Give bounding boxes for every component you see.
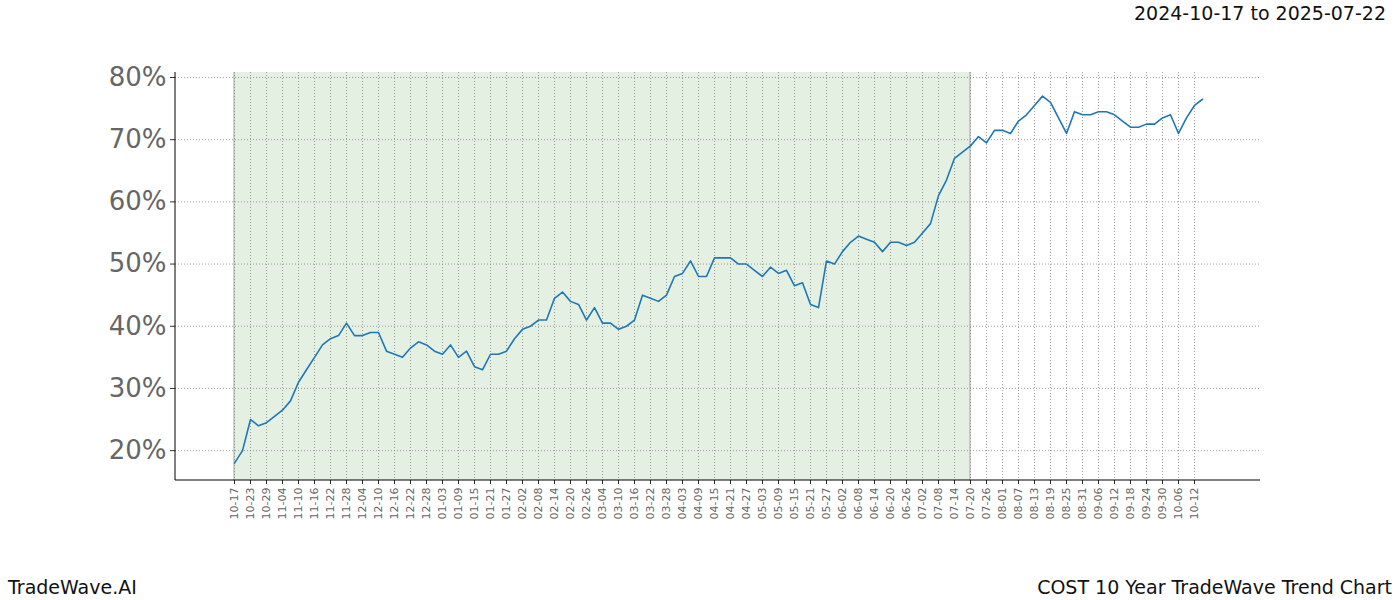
svg-text:03-28: 03-28 [660,488,673,520]
svg-text:05-09: 05-09 [772,488,785,520]
svg-text:12-16: 12-16 [388,488,401,520]
svg-text:05-27: 05-27 [820,488,833,520]
svg-text:03-04: 03-04 [596,488,609,520]
svg-text:12-22: 12-22 [404,488,417,520]
html-text:COST 10 Year TradeWave Trend C: COST 10 Year TradeWave Trend Chart [1037,576,1392,598]
svg-text:03-22: 03-22 [644,488,657,520]
svg-text:40%: 40% [109,311,167,341]
svg-text:08-31: 08-31 [1076,488,1089,520]
svg-text:01-21: 01-21 [484,488,497,520]
svg-text:06-08: 06-08 [852,488,865,520]
svg-text:11-22: 11-22 [324,488,337,520]
svg-text:01-09: 01-09 [452,488,465,520]
svg-text:10-29: 10-29 [260,488,273,520]
svg-text:01-03: 01-03 [436,488,449,520]
svg-text:11-10: 11-10 [292,488,305,520]
svg-text:80%: 80% [109,62,167,92]
svg-text:06-14: 06-14 [868,488,881,520]
svg-text:09-18: 09-18 [1124,488,1137,520]
svg-text:08-13: 08-13 [1028,488,1041,520]
svg-text:09-24: 09-24 [1140,488,1153,520]
svg-text:04-21: 04-21 [724,488,737,520]
svg-text:02-26: 02-26 [580,488,593,520]
svg-text:09-30: 09-30 [1156,488,1169,520]
svg-text:08-25: 08-25 [1060,488,1073,520]
svg-text:06-02: 06-02 [836,488,849,520]
svg-text:70%: 70% [109,124,167,154]
svg-text:07-08: 07-08 [932,488,945,520]
svg-text:20%: 20% [109,435,167,465]
svg-text:10-23: 10-23 [244,488,257,520]
svg-text:01-27: 01-27 [500,488,513,520]
svg-text:60%: 60% [109,186,167,216]
svg-text:08-01: 08-01 [996,488,1009,520]
svg-text:07-26: 07-26 [980,488,993,520]
svg-text:50%: 50% [109,248,167,278]
svg-text:07-02: 07-02 [916,488,929,520]
svg-text:08-19: 08-19 [1044,488,1057,520]
svg-text:04-03: 04-03 [676,488,689,520]
svg-text:02-14: 02-14 [548,488,561,520]
svg-text:12-04: 12-04 [356,488,369,520]
svg-text:01-15: 01-15 [468,488,481,520]
svg-text:09-12: 09-12 [1108,488,1121,520]
svg-text:04-09: 04-09 [692,488,705,520]
svg-text:05-03: 05-03 [756,488,769,520]
svg-text:05-21: 05-21 [804,488,817,520]
html-text:TradeWave.AI: TradeWave.AI [8,576,137,598]
svg-text:09-06: 09-06 [1092,488,1105,520]
svg-text:03-16: 03-16 [628,488,641,520]
html-text:2024-10-17 to 2025-07-22: 2024-10-17 to 2025-07-22 [1134,2,1386,24]
svg-text:11-16: 11-16 [308,488,321,520]
svg-text:02-02: 02-02 [516,488,529,520]
svg-text:10-17: 10-17 [228,488,241,520]
svg-text:11-04: 11-04 [276,488,289,520]
svg-text:04-15: 04-15 [708,488,721,520]
svg-text:12-10: 12-10 [372,488,385,520]
svg-text:10-12: 10-12 [1188,488,1201,520]
svg-text:06-26: 06-26 [900,488,913,520]
svg-text:07-14: 07-14 [948,488,961,520]
svg-text:02-08: 02-08 [532,488,545,520]
svg-text:11-28: 11-28 [340,488,353,520]
svg-text:06-20: 06-20 [884,488,897,520]
svg-text:07-20: 07-20 [964,488,977,520]
svg-text:08-07: 08-07 [1012,488,1025,520]
svg-text:04-27: 04-27 [740,488,753,520]
svg-text:02-20: 02-20 [564,488,577,520]
svg-text:03-10: 03-10 [612,488,625,520]
svg-text:05-15: 05-15 [788,488,801,520]
svg-text:10-06: 10-06 [1172,488,1185,520]
svg-text:30%: 30% [109,373,167,403]
svg-text:12-28: 12-28 [420,488,433,520]
